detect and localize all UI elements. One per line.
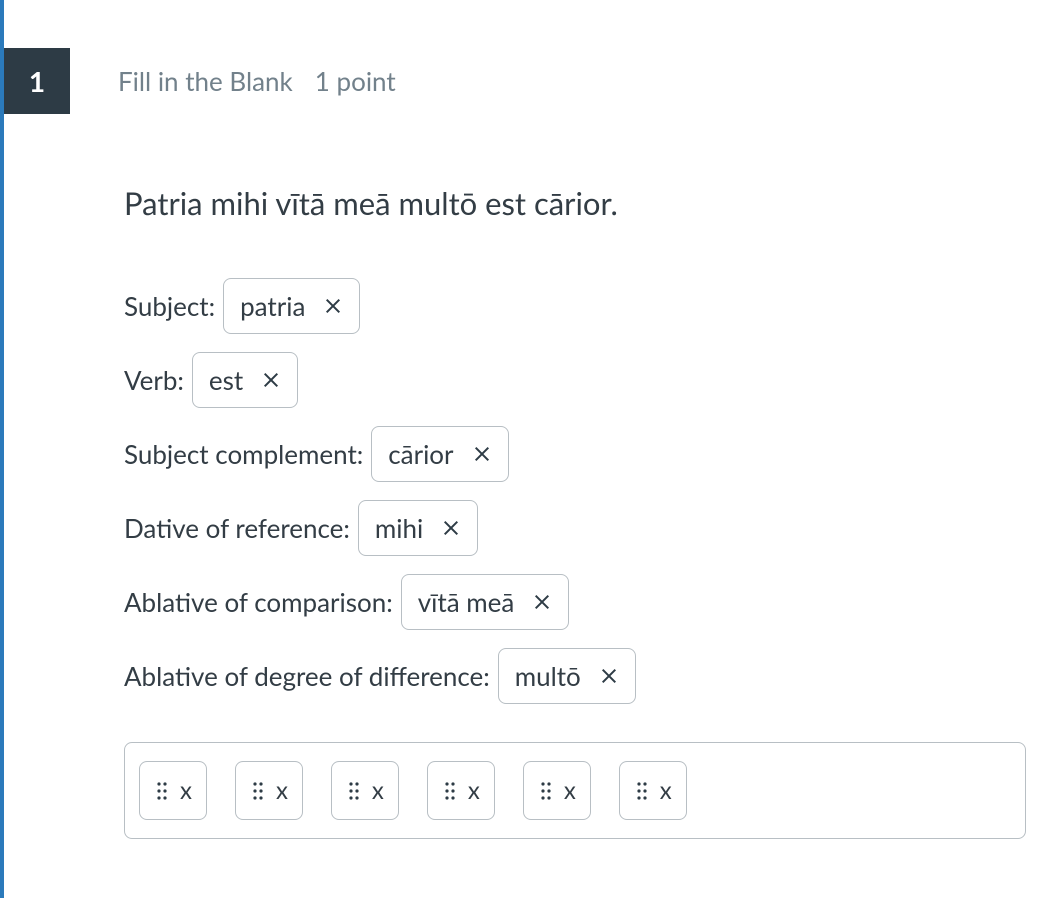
drag-handle-icon[interactable] <box>538 779 554 803</box>
answer-chip[interactable]: mihi <box>358 500 478 556</box>
question-type: Fill in the Blank <box>118 65 293 97</box>
answer-chip-text: patria <box>240 293 305 319</box>
blank-row: Verb: est <box>124 352 1006 408</box>
answer-chip[interactable]: est <box>192 352 298 408</box>
close-icon[interactable] <box>323 296 343 316</box>
blank-label: Ablative of degree of difference: <box>124 663 490 689</box>
blank-row: Ablative of degree of difference: multō <box>124 648 1006 704</box>
bank-item-label: x <box>180 776 192 805</box>
close-icon[interactable] <box>599 666 619 686</box>
bank-item-label: x <box>468 776 480 805</box>
bank-item-label: x <box>276 776 288 805</box>
answer-chip[interactable]: vītā meā <box>401 574 570 630</box>
close-icon[interactable] <box>441 518 461 538</box>
answer-chip-text: cārior <box>388 441 453 467</box>
close-icon[interactable] <box>472 444 492 464</box>
drag-handle-icon[interactable] <box>442 779 458 803</box>
drag-handle-icon[interactable] <box>346 779 362 803</box>
bank-item-label: x <box>660 776 672 805</box>
blank-label: Ablative of comparison: <box>124 589 393 615</box>
close-icon[interactable] <box>261 370 281 390</box>
question-container: 1 Fill in the Blank 1 point Patria mihi … <box>0 0 1046 898</box>
bank-item[interactable]: x <box>331 761 399 820</box>
question-number-box: 1 <box>4 48 70 114</box>
bank-item[interactable]: x <box>139 761 207 820</box>
blank-rows: Subject: patria Verb: est Su <box>124 278 1006 704</box>
question-meta: Fill in the Blank 1 point <box>118 65 396 97</box>
blank-row: Subject: patria <box>124 278 1006 334</box>
question-prompt: Patria mihi vītā meā multō est cārior. <box>124 184 1006 222</box>
question-header: 1 Fill in the Blank 1 point <box>4 0 1046 114</box>
answer-chip-text: multō <box>515 663 581 689</box>
question-number: 1 <box>29 64 45 98</box>
blank-label: Dative of reference: <box>124 515 350 541</box>
bank-item-label: x <box>372 776 384 805</box>
bank-item[interactable]: x <box>619 761 687 820</box>
answer-chip-text: vītā meā <box>418 589 515 615</box>
answer-chip[interactable]: multō <box>498 648 636 704</box>
word-bank[interactable]: x x <box>124 742 1026 839</box>
question-points: 1 point <box>315 65 396 97</box>
blank-row: Dative of reference: mihi <box>124 500 1006 556</box>
blank-label: Subject: <box>124 293 215 319</box>
bank-item[interactable]: x <box>427 761 495 820</box>
answer-chip[interactable]: cārior <box>371 426 508 482</box>
bank-item-label: x <box>564 776 576 805</box>
close-icon[interactable] <box>532 592 552 612</box>
drag-handle-icon[interactable] <box>250 779 266 803</box>
blank-row: Subject complement: cārior <box>124 426 1006 482</box>
drag-handle-icon[interactable] <box>154 779 170 803</box>
blank-label: Subject complement: <box>124 441 363 467</box>
answer-chip[interactable]: patria <box>223 278 360 334</box>
answer-chip-text: est <box>209 367 243 393</box>
drag-handle-icon[interactable] <box>634 779 650 803</box>
blank-row: Ablative of comparison: vītā meā <box>124 574 1006 630</box>
question-content: Patria mihi vītā meā multō est cārior. S… <box>4 114 1046 839</box>
blank-label: Verb: <box>124 367 184 393</box>
answer-chip-text: mihi <box>375 515 423 541</box>
bank-item[interactable]: x <box>523 761 591 820</box>
bank-item[interactable]: x <box>235 761 303 820</box>
